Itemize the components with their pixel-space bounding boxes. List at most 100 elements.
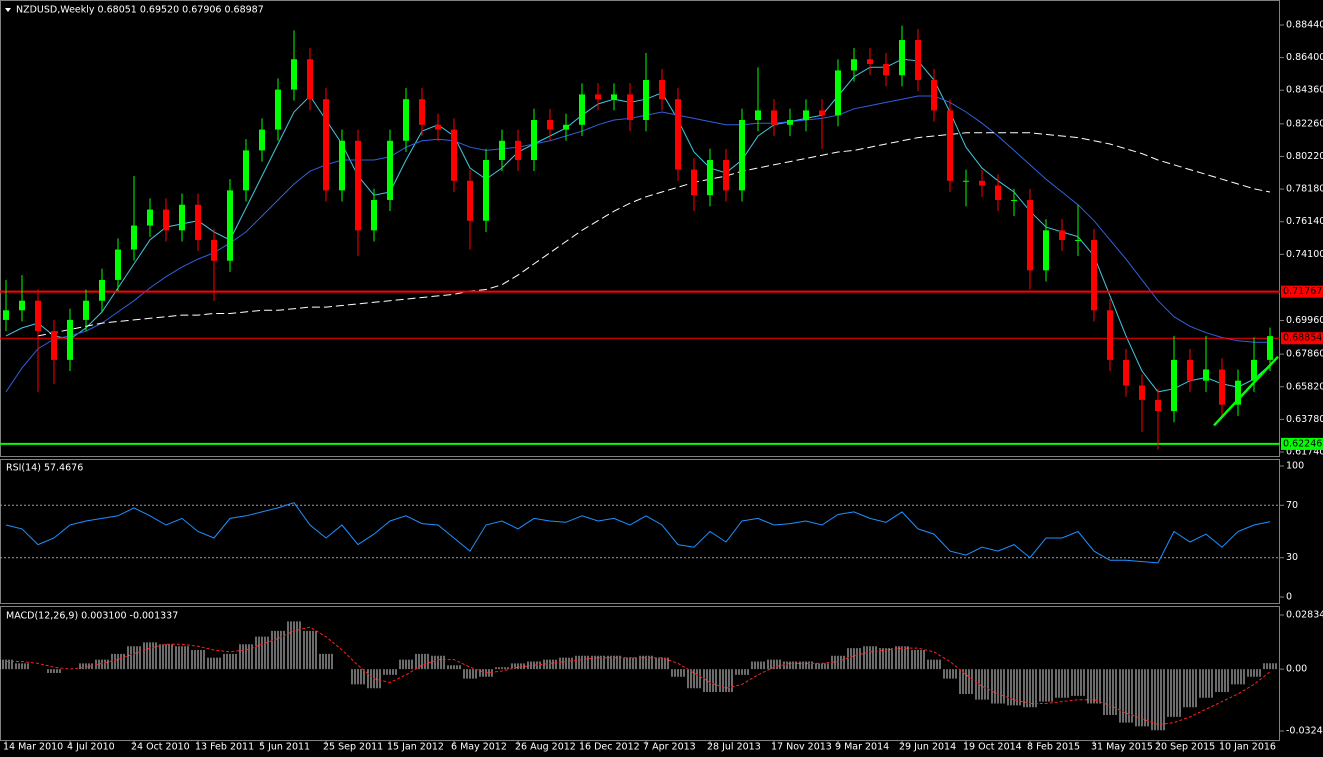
- candle-body: [99, 279, 105, 301]
- rsi-title: RSI(14) 57.4676: [6, 463, 83, 474]
- candle-body: [675, 99, 681, 170]
- candle-body: [579, 94, 585, 125]
- candle-body: [483, 159, 489, 221]
- candle-body: [1107, 310, 1113, 360]
- candle-body: [1059, 230, 1065, 240]
- y-tick-label: 0.63780: [1286, 414, 1323, 425]
- macd-pane: [0, 606, 1280, 741]
- candle-body: [435, 124, 441, 130]
- x-tick-label: 14 Mar 2010: [3, 742, 63, 753]
- candle-body: [83, 300, 89, 320]
- y-tick-label: 0.76140: [1286, 216, 1323, 227]
- level-label-box: [1281, 285, 1323, 298]
- y-tick-label: -0.032407: [1286, 726, 1323, 737]
- candle-body: [1235, 380, 1241, 405]
- x-tick-label: 28 Jul 2013: [707, 742, 761, 753]
- candle-body: [243, 150, 249, 191]
- candle-body: [355, 140, 361, 231]
- y-tick-label: 0.61740: [1286, 447, 1323, 458]
- x-tick-label: 5 Jun 2011: [259, 742, 310, 753]
- x-tick-label: 6 May 2012: [451, 742, 507, 753]
- candle-body: [1187, 359, 1193, 381]
- x-tick-label: 19 Oct 2014: [963, 742, 1022, 753]
- candle-body: [1091, 239, 1097, 311]
- candle-body: [1267, 336, 1273, 360]
- y-tick-label: 0.80220: [1286, 151, 1323, 162]
- candle-body: [563, 124, 569, 130]
- y-tick-label: 0.69960: [1286, 315, 1323, 326]
- level-label: 0.71767: [1283, 286, 1322, 297]
- candle-body: [691, 169, 697, 196]
- x-tick-label: 29 Jun 2014: [899, 742, 956, 753]
- candle-body: [35, 300, 41, 332]
- candle-body: [931, 80, 937, 111]
- candle-body: [803, 110, 809, 120]
- candle-body: [851, 59, 857, 71]
- candle-body: [467, 180, 473, 221]
- candle-body: [323, 99, 329, 191]
- candle-body: [51, 331, 57, 360]
- moving-average: [37, 132, 1271, 337]
- y-tick-label: 0.65820: [1286, 381, 1323, 392]
- y-tick-label: 0.88440: [1286, 20, 1323, 31]
- candle-body: [659, 80, 665, 100]
- candle-body: [371, 199, 377, 231]
- candle-body: [115, 249, 121, 280]
- y-tick-label: 0: [1286, 592, 1292, 603]
- candle-body: [531, 119, 537, 160]
- candle-body: [1251, 359, 1257, 381]
- candle-body: [259, 129, 265, 151]
- y-tick-label: 0.78180: [1286, 184, 1323, 195]
- chart-title: NZDUSD,Weekly 0.68051 0.69520 0.67906 0.…: [16, 5, 264, 16]
- level-label: 0.62246: [1283, 438, 1322, 449]
- y-tick-label: 70: [1286, 500, 1298, 511]
- signal-line: [6, 626, 1271, 726]
- menu-arrow[interactable]: [5, 8, 11, 12]
- candle-body: [67, 319, 73, 360]
- candle-body: [723, 159, 729, 191]
- x-tick-label: 20 Sep 2015: [1155, 742, 1215, 753]
- x-tick-label: 10 Jan 2016: [1219, 742, 1276, 753]
- candle-body: [867, 59, 873, 65]
- candle-body: [419, 99, 425, 125]
- trend-line: [1213, 355, 1279, 427]
- x-tick-label: 9 Mar 2014: [835, 742, 889, 753]
- macd-title: MACD(12,26,9) 0.003100 -0.001337: [6, 611, 178, 622]
- x-tick-label: 8 Feb 2015: [1027, 742, 1080, 753]
- x-tick-label: 31 May 2015: [1091, 742, 1153, 753]
- candle-body: [1139, 385, 1145, 400]
- x-tick-label: 26 Aug 2012: [515, 742, 576, 753]
- candle-body: [163, 209, 169, 231]
- candle-body: [1075, 239, 1081, 241]
- candle-body: [787, 119, 793, 125]
- candle-body: [963, 180, 969, 182]
- y-tick-label: 0.86400: [1286, 52, 1323, 63]
- rsi-pane: [0, 459, 1280, 604]
- candle-body: [819, 110, 825, 116]
- candle-body: [979, 180, 985, 186]
- level-label-box: [1281, 332, 1323, 345]
- candle-body: [227, 190, 233, 261]
- x-tick-label: 24 Oct 2010: [131, 742, 190, 753]
- candle-body: [147, 209, 153, 226]
- candle-body: [403, 99, 409, 141]
- candle-body: [307, 59, 313, 100]
- candle-body: [211, 239, 217, 261]
- y-tick-label: 0.84360: [1286, 85, 1323, 96]
- x-tick-label: 17 Nov 2013: [771, 742, 832, 753]
- candle-body: [771, 110, 777, 125]
- y-tick-label: 0.67860: [1286, 349, 1323, 360]
- candle-body: [19, 300, 25, 311]
- x-tick-label: 7 Apr 2013: [643, 742, 696, 753]
- candle-body: [755, 110, 761, 120]
- candle-body: [947, 110, 953, 181]
- candle-body: [179, 204, 185, 231]
- price-pane: [0, 0, 1280, 457]
- candle-body: [627, 94, 633, 120]
- candle-body: [275, 89, 281, 130]
- candle-body: [739, 119, 745, 191]
- candle-body: [1011, 199, 1017, 201]
- candle-body: [195, 204, 201, 240]
